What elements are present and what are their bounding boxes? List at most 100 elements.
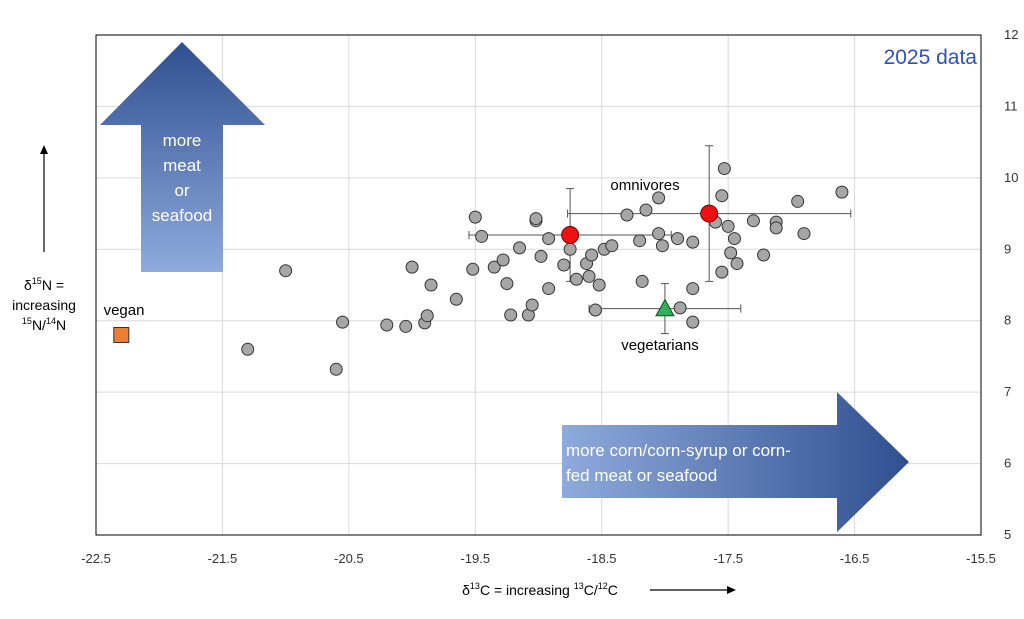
omnivore-mean-point: [700, 204, 719, 223]
individual-point: [529, 212, 543, 226]
individual-point: [686, 282, 700, 296]
label-omnivores: omnivores: [610, 177, 679, 194]
individual-point: [336, 315, 350, 329]
y-axis-arrowhead: [40, 145, 48, 154]
x-axis-ticks: -22.5 -21.5 -20.5 -19.5 -18.5 -17.5 -16.5 -15.5: [81, 551, 996, 566]
more-meat-arrow: more meat or seafood: [100, 42, 265, 272]
more-corn-arrow: more corn/corn-syrup or corn- fed meat o…: [562, 392, 909, 532]
x-tick-label: -20.5: [334, 551, 364, 566]
individual-point: [542, 232, 556, 246]
up-arrow-line-1: more: [163, 131, 202, 150]
data-points: [113, 162, 849, 376]
right-arrow-shape: [562, 392, 909, 532]
year-annotation: 2025 data: [884, 46, 978, 69]
individual-point: [534, 249, 548, 263]
individual-point: [563, 242, 577, 256]
individual-point: [673, 301, 687, 315]
y-label-line-2: increasing: [12, 297, 76, 313]
up-arrow-line-4: seafood: [152, 206, 213, 225]
individual-point: [582, 269, 596, 283]
individual-point: [420, 309, 434, 323]
individual-point: [620, 208, 634, 222]
individual-point: [686, 235, 700, 249]
individual-point: [525, 298, 539, 312]
y-tick-label: 5: [1004, 527, 1011, 542]
individual-point: [475, 229, 489, 243]
label-vegetarians: vegetarians: [621, 337, 699, 354]
right-arrow-line-1: more corn/corn-syrup or corn-: [566, 441, 791, 460]
x-tick-label: -15.5: [966, 551, 996, 566]
vegan-point: [113, 327, 130, 343]
individual-point: [542, 282, 556, 296]
y-tick-label: 7: [1004, 384, 1011, 399]
individual-point: [797, 227, 811, 241]
individual-point: [721, 219, 735, 233]
individual-point: [639, 203, 653, 217]
individual-point: [399, 319, 413, 333]
individual-point: [496, 253, 510, 267]
individual-point: [727, 232, 741, 246]
individual-point: [746, 214, 760, 228]
x-tick-label: -19.5: [460, 551, 490, 566]
individual-point: [504, 308, 518, 322]
individual-point: [635, 274, 649, 288]
y-label-line-1: δ15N =: [24, 276, 64, 293]
plot-area-frame: [95, 34, 982, 536]
up-arrow-line-3: or: [174, 181, 189, 200]
x-tick-label: -22.5: [81, 551, 111, 566]
omnivore-mean-point: [561, 226, 580, 244]
individual-point: [405, 260, 419, 274]
y-tick-label: 6: [1004, 456, 1011, 471]
individual-point: [715, 265, 729, 279]
individual-point: [329, 362, 343, 376]
individual-point: [513, 241, 527, 255]
individual-point: [588, 303, 602, 317]
individual-point: [724, 246, 738, 260]
individual-point: [671, 232, 685, 246]
vegetarian-mean-point: [655, 298, 675, 317]
individual-point: [592, 278, 606, 292]
y-label-line-3: 15N/14N: [22, 316, 66, 333]
y-tick-label: 12: [1004, 27, 1018, 42]
individual-point: [585, 248, 599, 262]
y-axis-label: δ15N = increasing 15N/14N: [12, 145, 76, 333]
label-vegan: vegan: [104, 302, 145, 319]
individual-point: [730, 257, 744, 271]
y-tick-label: 11: [1004, 98, 1018, 113]
individual-point: [652, 227, 666, 241]
right-arrow-line-2: fed meat or seafood: [566, 466, 717, 485]
individual-point: [655, 239, 669, 253]
x-tick-label: -16.5: [840, 551, 870, 566]
y-tick-label: 8: [1004, 313, 1011, 328]
individual-point: [791, 194, 805, 208]
individual-point: [468, 210, 482, 224]
individual-point: [633, 234, 647, 248]
individual-point: [686, 315, 700, 329]
x-tick-label: -18.5: [587, 551, 617, 566]
individual-point: [466, 262, 480, 276]
individual-point: [717, 162, 731, 176]
individual-point: [424, 278, 438, 292]
individual-point: [279, 264, 293, 278]
individual-point: [557, 258, 571, 272]
x-label-text: δ13C = increasing 13C/12C: [462, 581, 618, 598]
individual-point: [500, 277, 514, 291]
x-tick-label: -17.5: [713, 551, 743, 566]
individual-point: [652, 191, 666, 205]
individual-point: [757, 248, 771, 262]
individual-point: [715, 189, 729, 203]
y-tick-label: 10: [1004, 170, 1018, 185]
individual-point: [241, 342, 255, 356]
individual-point: [449, 292, 463, 306]
individual-point: [487, 260, 501, 274]
y-tick-label: 9: [1004, 241, 1011, 256]
x-axis-arrowhead: [727, 586, 736, 594]
individual-point: [769, 221, 783, 235]
individual-point: [835, 185, 849, 199]
up-arrow-shape: [100, 42, 265, 272]
x-tick-label: -21.5: [208, 551, 238, 566]
y-axis-ticks: 5 6 7 8 9 10 11 12: [1004, 27, 1018, 542]
individual-point: [605, 239, 619, 253]
individual-point: [569, 272, 583, 286]
